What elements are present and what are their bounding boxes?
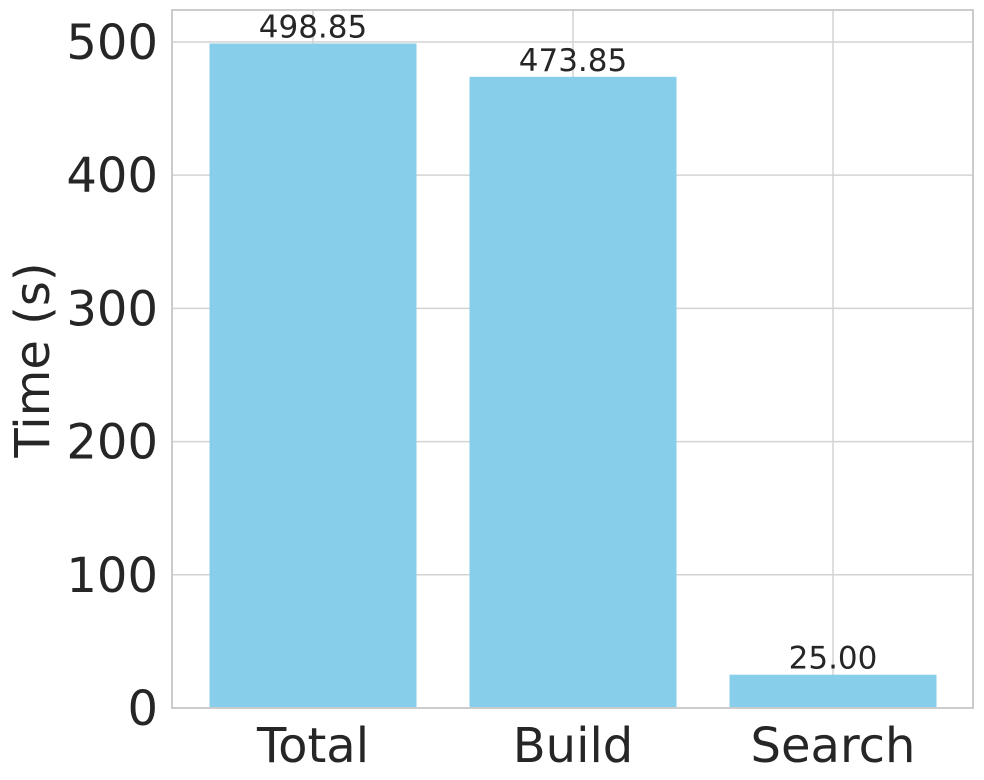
- plot-frame: [171, 9, 974, 709]
- bar: [469, 76, 677, 709]
- y-tick-label: 100: [66, 548, 158, 604]
- x-tick-label: Search: [751, 718, 916, 774]
- y-tick-label: 200: [66, 415, 158, 471]
- bar: [729, 674, 937, 708]
- y-tick-label: 0: [127, 681, 158, 737]
- y-tick-label: 400: [66, 148, 158, 204]
- value-label: 25.00: [789, 641, 878, 677]
- x-tick-label: Total: [256, 718, 369, 774]
- bar: [209, 43, 417, 708]
- value-label: 498.85: [259, 10, 367, 46]
- y-axis-label: Time (s): [5, 262, 61, 458]
- value-label: 473.85: [519, 43, 627, 79]
- y-tick-label: 300: [66, 281, 158, 337]
- x-tick-label: Build: [513, 718, 634, 774]
- y-tick-label: 500: [66, 15, 158, 71]
